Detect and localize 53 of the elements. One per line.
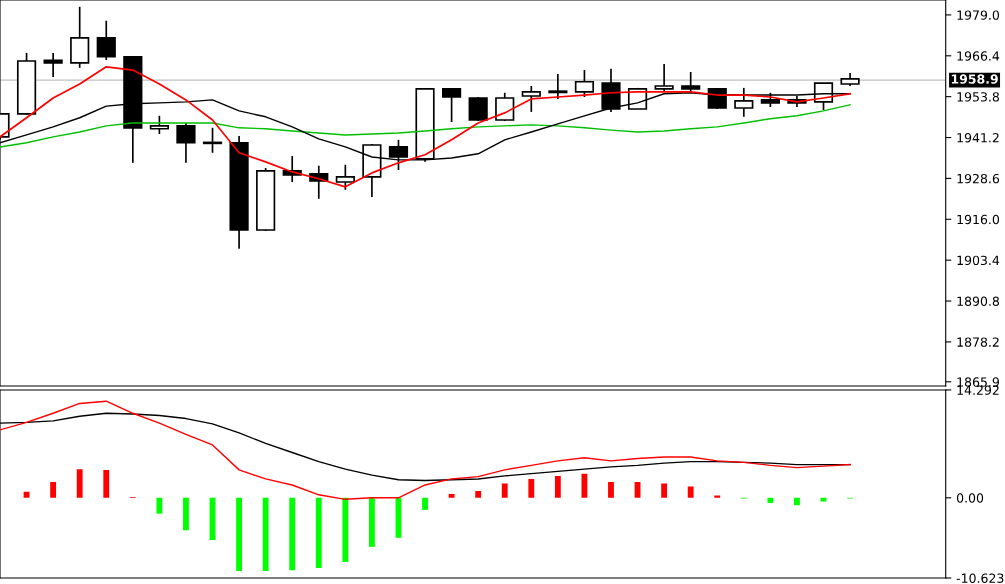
line-series	[0, 65, 851, 188]
candlestick	[176, 122, 196, 164]
candlestick	[681, 71, 701, 93]
y-tick-label: 14.292	[957, 385, 999, 395]
bar	[156, 497, 163, 514]
bar	[289, 497, 296, 571]
y-tick-label: 1966.4	[957, 51, 1000, 61]
candlestick	[734, 87, 754, 118]
y-tick-label: -10.623	[956, 573, 1004, 583]
bar	[501, 483, 508, 498]
bar	[475, 491, 482, 498]
y-tick-label: 1928.6	[957, 173, 1000, 184]
bar	[794, 497, 800, 506]
y-tick-label: 1865.9	[957, 377, 999, 387]
candlestick	[149, 114, 169, 135]
ref-line-label: 1958.9	[951, 74, 998, 84]
y-tick-label: 1916.0	[957, 214, 1000, 225]
candlestick	[96, 19, 116, 61]
y-tick-label: 1890.8	[957, 296, 999, 306]
bar	[554, 475, 561, 498]
bar	[342, 497, 349, 562]
y-tick-label: 1979.0	[957, 10, 1000, 20]
y-tick-label: 1941.2	[957, 133, 999, 143]
y-tick-label: 1878.2	[957, 337, 999, 347]
line-series	[0, 400, 851, 501]
bar	[528, 478, 535, 498]
candlestick	[335, 163, 355, 191]
candlestick	[574, 69, 595, 98]
bar	[236, 497, 242, 572]
bar	[262, 497, 269, 572]
bar	[687, 486, 694, 498]
candlestick	[521, 85, 541, 113]
bar	[820, 497, 827, 502]
bar	[714, 495, 721, 498]
bar	[103, 469, 110, 498]
y-tick-label: 1953.8	[957, 92, 999, 102]
bar	[422, 497, 428, 510]
bar	[76, 469, 83, 498]
bar	[368, 497, 375, 547]
bar	[608, 481, 614, 498]
bar	[767, 497, 774, 504]
candlestick	[43, 52, 63, 78]
bar	[50, 481, 57, 498]
candlestick	[548, 73, 568, 100]
bar	[183, 497, 189, 531]
y-tick-label: 1903.4	[957, 255, 1000, 266]
bar	[315, 497, 322, 568]
candlestick	[654, 63, 674, 93]
line-series	[0, 104, 851, 148]
bar	[448, 494, 455, 498]
y-tick-label: 0.00	[956, 493, 984, 503]
candlestick	[441, 88, 462, 123]
bar	[661, 483, 668, 498]
